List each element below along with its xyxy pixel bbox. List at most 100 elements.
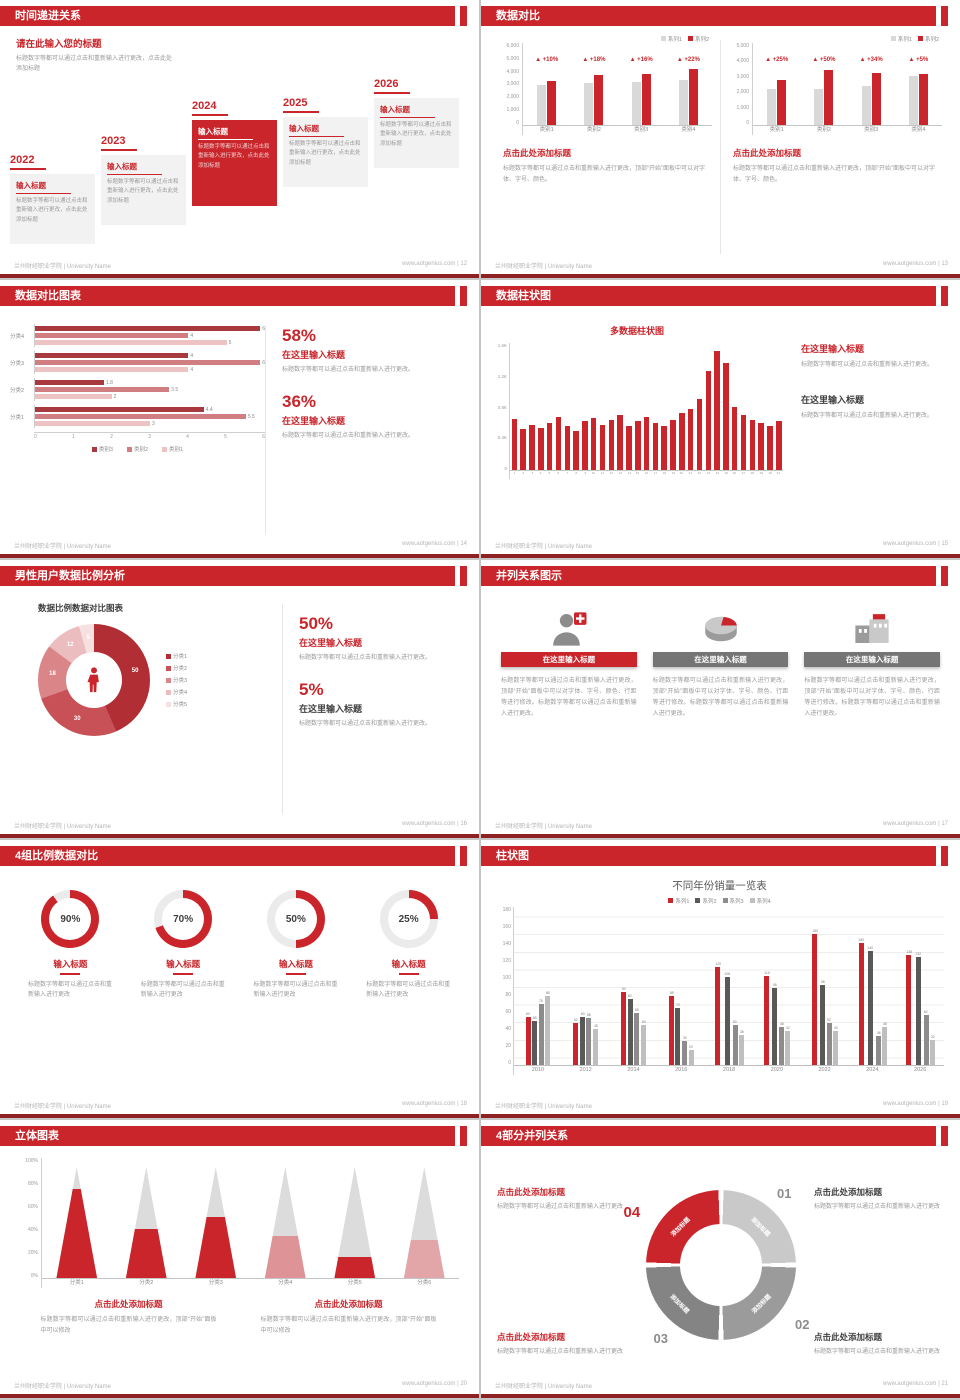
bar [547, 80, 557, 126]
hbar-rows: 4 6 4 [34, 351, 265, 374]
bottom-strip [0, 1394, 479, 1398]
slide-content: 多数据柱状图 1.6K 1.2K 0.8K 0.4K 0 1 2 3 4 5 6 7 8 9 10 11 12 1… [481, 310, 960, 540]
legend-label: 分类4 [173, 690, 188, 696]
label-button[interactable]: 在这里输入标题 [804, 652, 941, 667]
x-tick: 31 [777, 471, 781, 476]
ring-item: 50% 输入标题 标题数字等都可以通过点击和重新输入进行更改 [248, 890, 345, 1001]
stat-title: 在这里输入标题 [299, 638, 363, 648]
slide-19[interactable]: 柱状图 不同年份销量一览表 系列1 系列2 系列3 系列4 180 160 140 120 10… [481, 840, 960, 1118]
donut-chart: 50 30 18 12 5 [38, 624, 150, 736]
hbar-rows: 6 4 5 [34, 324, 265, 347]
bar [35, 414, 246, 419]
cone-shape [334, 1167, 376, 1279]
divider [720, 40, 721, 254]
bar-column: 16 [642, 343, 651, 479]
x-tick: 17 [653, 471, 658, 476]
bar-wrap [642, 343, 651, 471]
x-tick: 19 [671, 471, 675, 476]
bar-wrap [536, 343, 545, 471]
label-button[interactable]: 在这里输入标题 [652, 652, 789, 667]
footer-left: 兰州财经职业学院 | University Name [14, 264, 111, 270]
timeline: 2022 输入标题 标题数字等都可以通过点击和重新输入进行更改，点击此处添加标题 20… [10, 78, 471, 244]
bar [586, 1018, 592, 1066]
bar-column: 3 [528, 343, 537, 479]
ring-percent: 90% [49, 898, 92, 940]
category-label: 2010 [531, 1067, 545, 1073]
legend-swatch [660, 36, 666, 41]
slide-18[interactable]: 4组比例数据对比 90% 输入标题 标题数字等都可以通过点击和重新输入进行更改 … [0, 840, 479, 1118]
bar-pair [631, 64, 651, 126]
slide-16[interactable]: 男性用户数据比例分析 数据比例数据对比图表 50 30 18 12 5 分类1 分类2 分类… [0, 560, 479, 838]
value-label: 36 [876, 1031, 881, 1036]
slide-15[interactable]: 数据柱状图 多数据柱状图 1.6K 1.2K 0.8K 0.4K 0 1 2 3 4 5 6 7 8 9 1… [481, 280, 960, 558]
slide-13[interactable]: 数据对比 系列1 系列2 6,000 5,000 4,000 3,000 2,000 1,00… [481, 0, 960, 278]
plot-area: 6,000 5,000 4,000 3,000 2,000 1,000 0 ▲ +10% 类别1… [499, 43, 712, 135]
bar-col: 55 [532, 918, 538, 1066]
footer-left: 兰州财经职业学院 | University Name [14, 1384, 111, 1390]
bar [35, 333, 189, 338]
segment-value: 18 [49, 670, 56, 677]
hbar-group: 分类4 6 4 5 [10, 324, 265, 347]
bar [908, 76, 918, 126]
legend-label: 分类5 [173, 702, 188, 708]
bars: 135 132 62 32 [905, 918, 936, 1066]
label-button[interactable]: 在这里输入标题 [501, 652, 637, 667]
cone-shape [56, 1167, 98, 1279]
bar-wrap [554, 343, 563, 471]
chart-block-left: 系列1 系列2 6,000 5,000 4,000 3,000 2,000 1,000 0 ▲ +… [491, 34, 720, 260]
slide-header: 4部分并列关系 [481, 1126, 948, 1146]
legend-label: 分类1 [173, 654, 188, 660]
block-title: 点击此处添加标题 [94, 1299, 163, 1309]
slide-20[interactable]: 立体图表 100% 80% 60% 40% 20% 0% 分类1 分类2 分类3 分类4 分类5 分类… [0, 1120, 479, 1398]
value-label: 5 [228, 339, 232, 346]
slide-21[interactable]: 4部分并列关系 点击此处添加标题 标题数字等都可以通过点击和重新输入进行更改 点… [481, 1120, 960, 1398]
slide-14[interactable]: 数据对比图表 分类4 6 4 5 分类3 4 6 4 分类2 1.8 3.5 2 分类1 4.4 5.5 3 0… [0, 280, 479, 558]
ring-title: 输入标题 [22, 958, 119, 975]
legend-item: 分类5 [166, 700, 187, 708]
category-label: 分类2 [139, 1280, 154, 1286]
text-column: 在这里输入标题 标题数字等都可以通过点击和重新输入进行更改。 在这里输入标题 标… [783, 316, 948, 540]
category-label: 分类6 [417, 1280, 432, 1286]
bar [705, 371, 711, 471]
x-tick: 26 [732, 471, 737, 476]
progress-ring: 70% [154, 890, 213, 948]
bar [776, 421, 782, 471]
slide-17[interactable]: 并列关系图示 在这里输入标题 标题数字等都可以通过点击和重新输入进行更改，顶部“… [481, 560, 960, 838]
bar [814, 88, 824, 126]
slide-footer: 兰州财经职业学院 | University Name www.aotgenius… [495, 821, 948, 830]
block-title: 点击此处添加标题 [497, 1332, 566, 1343]
bar [35, 407, 204, 412]
cone-shape [125, 1167, 167, 1279]
bar-group: 160 98 52 43 2022 [801, 907, 849, 1075]
cone: 分类4 [258, 1167, 312, 1288]
hbar-row: 3.5 [35, 386, 265, 393]
value-label: 4 [190, 352, 194, 359]
bar-col: 140 [866, 918, 874, 1066]
x-tick: 4 [186, 434, 189, 440]
bar-wrap [563, 343, 572, 471]
y-tick: 0 [508, 1060, 511, 1066]
intro-title: 请在此输入您的标题 [16, 39, 102, 50]
cone-chart: 100% 80% 60% 40% 20% 0% 分类1 分类2 分类3 分类4 分类5 分类6 [18, 1158, 459, 1288]
bar-col: 52 [573, 918, 579, 1066]
value-label: 60 [526, 1011, 530, 1016]
x-tick: 24 [715, 471, 719, 476]
y-tick: 60% [27, 1204, 38, 1210]
male-person-icon [87, 667, 99, 693]
donut-center [66, 652, 122, 708]
legend-item: 分类1 [166, 652, 187, 660]
bars-area: 1 2 3 4 5 6 7 8 9 10 11 12 13 14 15 16 17 18 19 20 21 22 23 24 2… [509, 343, 783, 479]
chart-title: 不同年份销量一览表 [672, 880, 767, 892]
x-tick: 3 [148, 434, 151, 440]
y-tick: 0 [746, 119, 749, 126]
value-label: 52 [827, 1018, 832, 1023]
bar [555, 416, 562, 471]
bar [739, 1034, 745, 1066]
slide-12[interactable]: 时间递进关系 请在此输入您的标题 标题数字等都可以通过点击和重新输入进行更改，点… [0, 0, 479, 278]
text-block: 点击此处添加标题 标题数字等都可以通过点击和重新输入进行更改，顶部“开始”面板中… [261, 1298, 437, 1337]
slide-title: 时间递进关系 [15, 10, 81, 22]
bar-col: 75 [538, 918, 544, 1066]
y-tick: 140 [502, 941, 511, 947]
slide-footer: 兰州财经职业学院 | University Name www.aotgenius… [14, 1381, 467, 1390]
legend-item: 系列2 [917, 35, 939, 43]
